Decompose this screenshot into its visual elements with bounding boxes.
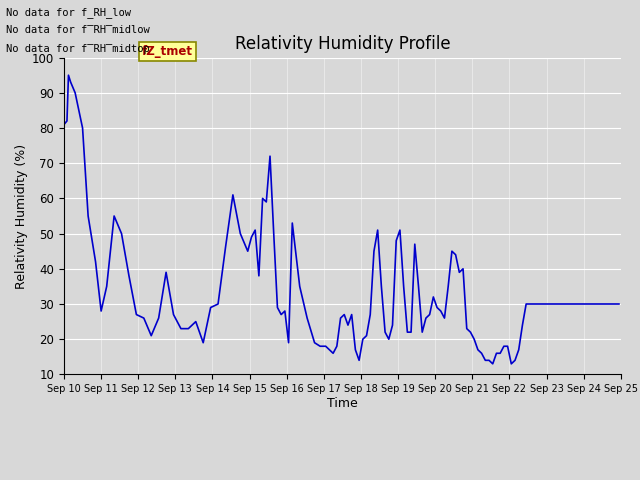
Text: No data for f_RH_low: No data for f_RH_low (6, 7, 131, 18)
Text: fZ_tmet: fZ_tmet (142, 45, 193, 58)
Title: Relativity Humidity Profile: Relativity Humidity Profile (235, 35, 450, 53)
Y-axis label: Relativity Humidity (%): Relativity Humidity (%) (15, 144, 28, 288)
X-axis label: Time: Time (327, 397, 358, 410)
Text: No data for f̅RH̅midlow: No data for f̅RH̅midlow (6, 25, 150, 36)
Text: No data for f̅RH̅midtop: No data for f̅RH̅midtop (6, 44, 150, 54)
